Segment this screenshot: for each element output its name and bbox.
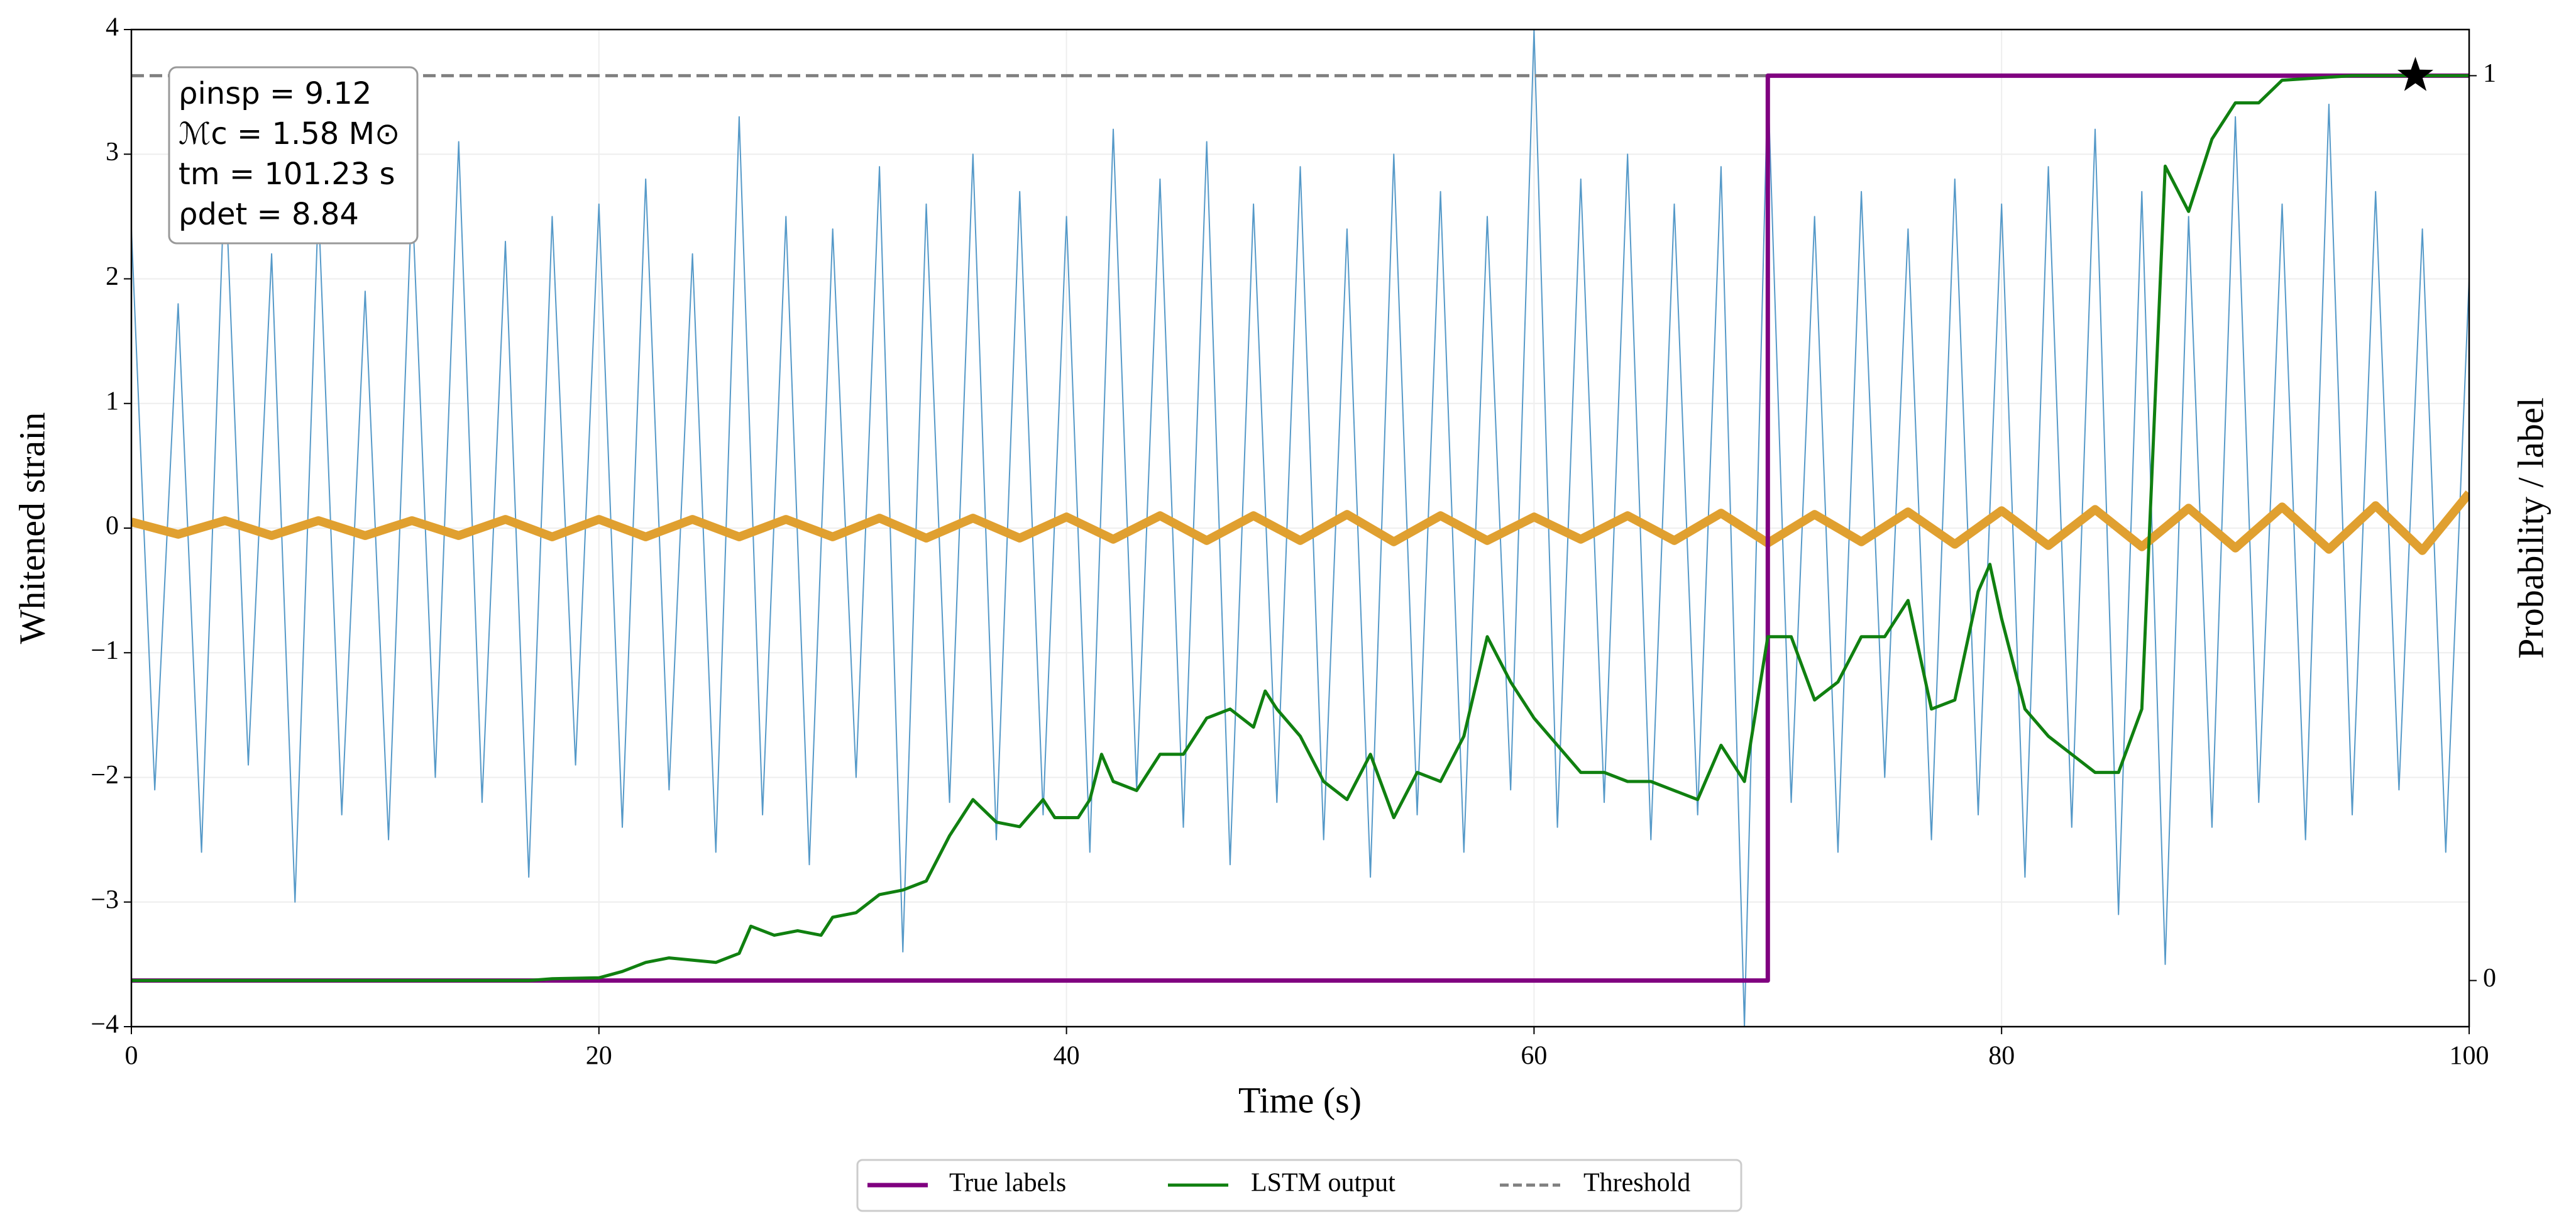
x-tick-label: 0 <box>125 1042 138 1071</box>
series-line <box>131 73 2469 983</box>
annotation: tm = 101.23 s <box>179 157 395 192</box>
x-tick-label: 60 <box>1521 1042 1547 1071</box>
legend-label: True labels <box>949 1169 1066 1198</box>
y-tick-label: 1 <box>106 387 119 416</box>
y-tick-label: 4 <box>106 13 119 42</box>
annotation: ρdet = 8.84 <box>179 197 359 232</box>
detection-marker <box>2397 57 2433 91</box>
y-tick-label: −3 <box>91 885 119 914</box>
y-tick-label: −1 <box>91 636 119 665</box>
y-tick-label: 2 <box>106 262 119 291</box>
y-tick-label: −2 <box>91 761 119 790</box>
legend-label: Threshold <box>1583 1169 1690 1198</box>
x-axis-label: Time (s) <box>1238 1079 1362 1120</box>
legend-label: LSTM output <box>1251 1169 1395 1198</box>
x-tick-label: 40 <box>1054 1042 1080 1071</box>
y-axis-label: Whitened strain <box>11 412 52 644</box>
y2-tick-label: 0 <box>2483 964 2496 993</box>
y2-axis-label: Probability / label <box>2510 397 2551 659</box>
y-tick-label: −4 <box>91 1010 119 1039</box>
x-tick-label: 80 <box>1988 1042 2015 1071</box>
annotation-box <box>168 66 419 245</box>
series-line <box>131 30 2469 1027</box>
x-tick-label: 20 <box>586 1042 612 1071</box>
y2-tick-label: 1 <box>2483 59 2496 88</box>
y-tick-label: 0 <box>106 512 119 541</box>
x-tick-label: 100 <box>2450 1042 2489 1071</box>
annotation: ℳc = 1.58 M⊙ <box>179 116 400 152</box>
legend-box <box>856 1159 1742 1212</box>
series-line <box>131 74 2469 983</box>
y-tick-label: 3 <box>106 138 119 167</box>
plot-frame <box>130 28 2470 1028</box>
annotation: ρinsp = 9.12 <box>179 76 372 111</box>
series-line <box>131 490 2469 555</box>
